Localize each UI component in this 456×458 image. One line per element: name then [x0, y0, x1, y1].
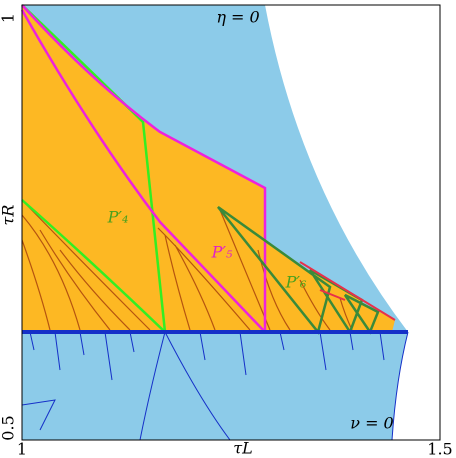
x-tick-label: 1.5 — [427, 440, 452, 458]
y-tick-label: 1 — [0, 13, 18, 23]
annotation: P′₄ — [107, 208, 129, 227]
annotation: η = 0 — [216, 8, 259, 27]
x-tick-label: 1 — [17, 440, 27, 458]
annotation: ν = 0 — [350, 414, 393, 433]
y-axis-label: τR — [0, 205, 18, 226]
blue-band — [21, 330, 409, 441]
orange-region — [218, 207, 330, 332]
plot-frame — [21, 4, 441, 441]
annotation: P′₆ — [285, 273, 307, 292]
annotation: P′₅ — [211, 243, 233, 262]
x-axis-label: τL — [233, 439, 252, 458]
brown-fringe — [21, 199, 353, 331]
red-boundary — [299, 261, 396, 321]
y-tick-label: 0.5 — [0, 415, 18, 440]
magenta-boundary — [20, 4, 267, 333]
orange-region — [22, 5, 265, 332]
